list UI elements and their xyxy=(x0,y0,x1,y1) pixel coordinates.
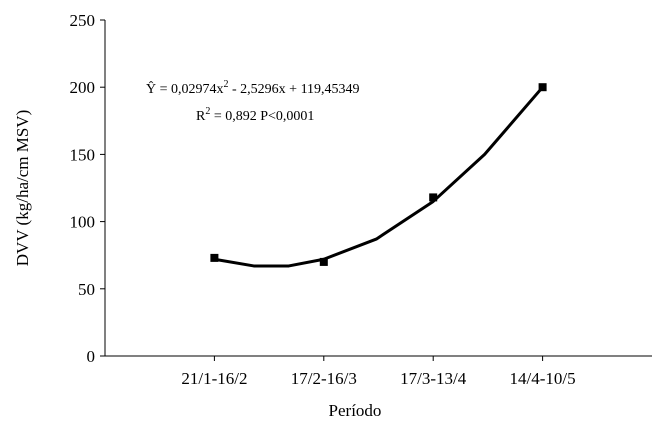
r2-lead: R xyxy=(196,109,206,124)
equation-sup: 2 xyxy=(224,79,229,90)
equation-lead: Ŷ = 0,02974x xyxy=(146,80,224,97)
marker xyxy=(210,253,219,262)
y-tick-label: 50 xyxy=(78,280,95,299)
y-axis-label: DVV (kg/ha/cm MSV) xyxy=(13,110,32,266)
y-tick-label: 200 xyxy=(70,78,96,97)
equation: Ŷ = 0,02974x2 - 2,5296x + 119,45349 xyxy=(146,79,360,97)
y-tick-label: 150 xyxy=(70,145,96,164)
x-tick-label: 21/1-16/2 xyxy=(181,369,247,388)
r-squared: R2 = 0,892 P<0,0001 xyxy=(196,106,314,124)
r2-rest: = 0,892 P<0,0001 xyxy=(210,109,314,124)
y-tick-label: 100 xyxy=(70,213,96,232)
fit-curve xyxy=(214,86,544,268)
equation-rest: - 2,5296x + 119,45349 xyxy=(229,82,360,97)
marker xyxy=(319,257,328,266)
x-axis-label: Período xyxy=(329,401,382,420)
marker xyxy=(429,193,438,202)
r2-sup: 2 xyxy=(205,106,210,117)
x-tick-label: 17/2-16/3 xyxy=(291,369,357,388)
x-tick-label: 17/3-13/4 xyxy=(400,369,467,388)
y-tick-label: 250 xyxy=(70,11,96,30)
marker xyxy=(538,83,547,92)
y-tick-label: 0 xyxy=(87,347,96,366)
x-tick-label: 14/4-10/5 xyxy=(510,369,576,388)
